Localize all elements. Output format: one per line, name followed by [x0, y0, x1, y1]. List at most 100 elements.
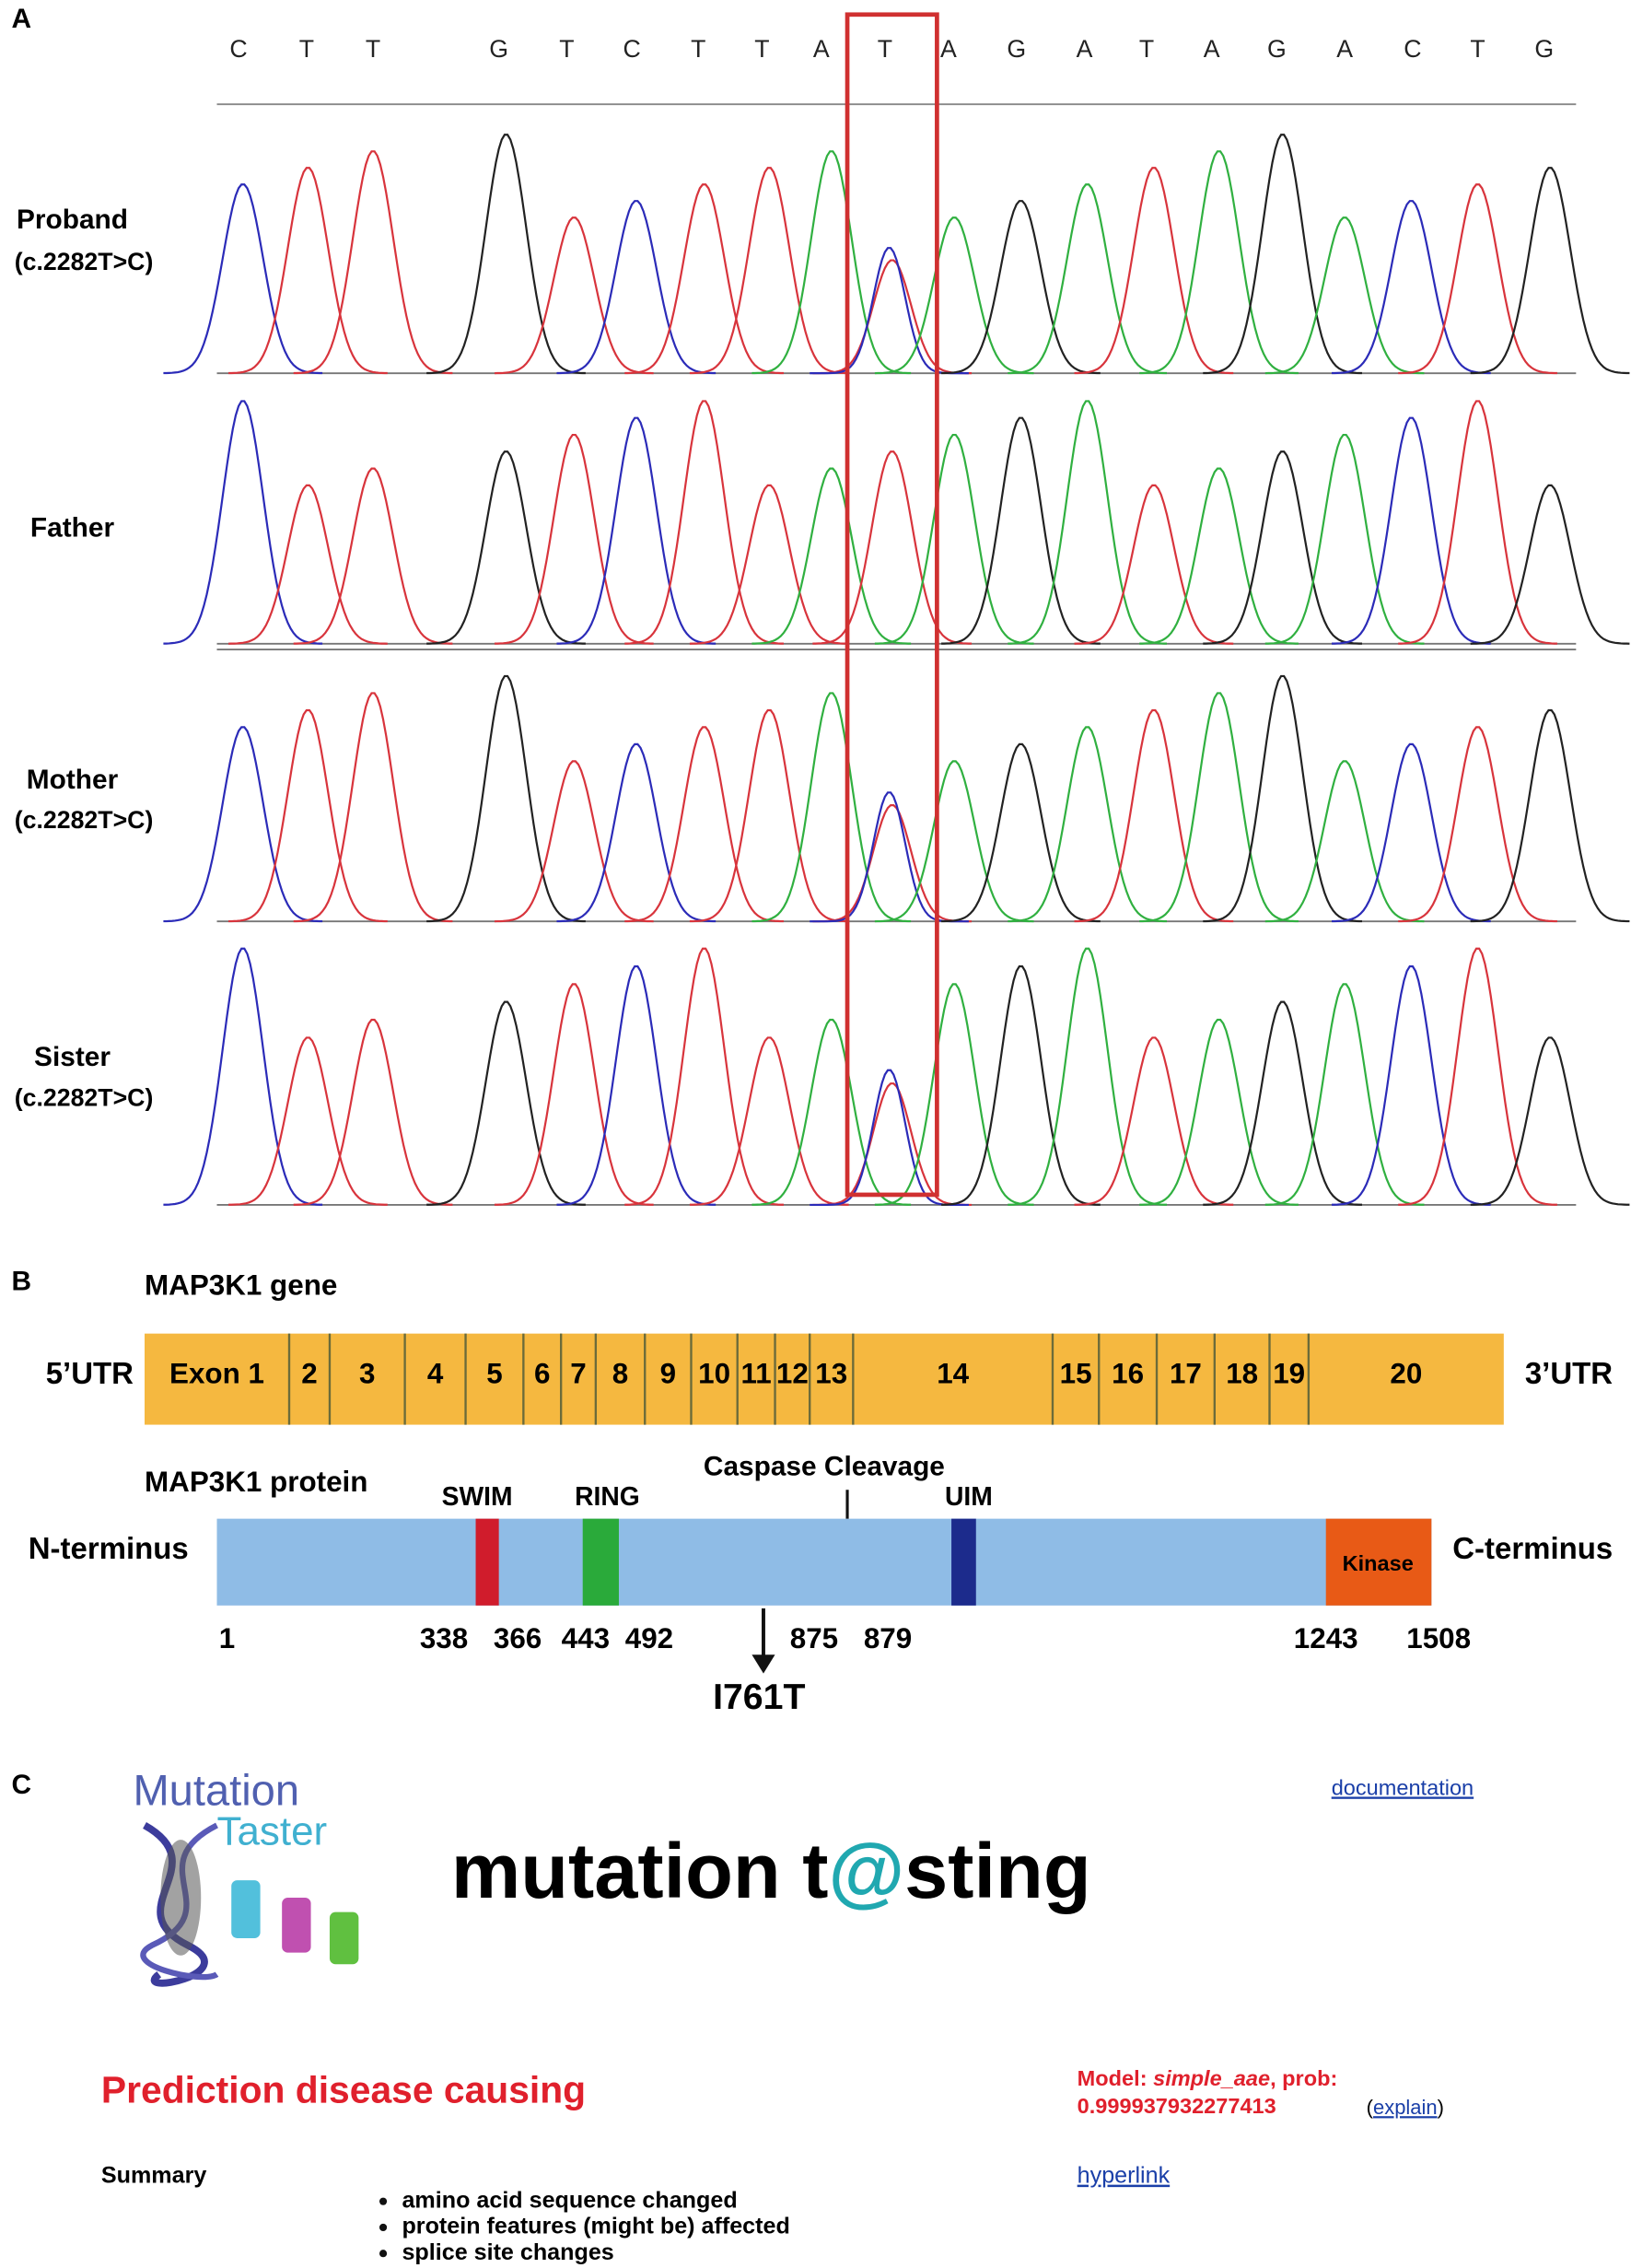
- row-genotype: (c.2282T>C): [15, 248, 154, 275]
- trace-peak: [1203, 674, 1362, 923]
- logo-text: Taster: [217, 1809, 328, 1854]
- terminus-label: C-terminus: [1452, 1531, 1613, 1565]
- trace-peak: [1074, 484, 1234, 645]
- exon-label: 8: [612, 1357, 628, 1389]
- position-label: 366: [494, 1622, 542, 1654]
- trace-peak: [1139, 467, 1299, 645]
- trace-peak: [1264, 760, 1425, 923]
- trace-peak: [494, 433, 654, 645]
- cleavage-label: Caspase Cleavage: [704, 1452, 945, 1482]
- panel-label: A: [12, 4, 32, 34]
- exon-label: 12: [776, 1357, 809, 1389]
- trace-peak: [494, 983, 654, 1206]
- trace-peak: [1332, 964, 1491, 1206]
- paren: (: [1367, 2096, 1374, 2119]
- trace-peak: [1398, 183, 1557, 375]
- trace-peak: [1470, 484, 1630, 645]
- row-genotype: (c.2282T>C): [15, 806, 154, 834]
- exon-label: 2: [301, 1357, 317, 1389]
- trace-peak: [1203, 1000, 1362, 1206]
- trace-peak: [941, 742, 1101, 923]
- exon-label: 10: [698, 1357, 730, 1389]
- domain: [1325, 1518, 1432, 1606]
- trace-peak: [1074, 167, 1234, 375]
- panel-label: B: [12, 1267, 32, 1297]
- title-part: mutation t: [451, 1827, 829, 1914]
- logo-tube: [282, 1897, 311, 1953]
- exon-label: 11: [741, 1357, 772, 1389]
- site-title: mutation t@sting: [451, 1827, 1091, 1914]
- trace-peak: [426, 450, 586, 645]
- exon-label: 7: [570, 1357, 586, 1389]
- base-letter: T: [299, 35, 314, 63]
- trace-peak: [1264, 433, 1425, 645]
- trace-peak: [624, 947, 784, 1206]
- trace-peak: [874, 433, 1034, 645]
- summary-item: protein features (might be) affected: [402, 2214, 789, 2239]
- trace-peak: [1398, 726, 1557, 923]
- trace-peak: [1008, 726, 1168, 923]
- trace-peak: [810, 247, 969, 375]
- domain-label: Kinase: [1343, 1551, 1414, 1575]
- trace-peak: [1074, 1036, 1234, 1206]
- bullet: [379, 2250, 388, 2258]
- title-at: @: [828, 1827, 904, 1914]
- variant-box: [845, 12, 939, 1198]
- exon-group: Exon 1 2 3 4 5 6 7 8 9 10 11 12 13 14 15 16 17 18 19 20: [169, 1333, 1422, 1425]
- base-letter: A: [1077, 35, 1093, 63]
- domain: [951, 1518, 976, 1606]
- base-letter: A: [813, 35, 830, 63]
- trace-peak: [1008, 947, 1168, 1206]
- base-letter: T: [691, 35, 705, 63]
- trace-peak: [556, 964, 716, 1206]
- trace-peak: [163, 183, 323, 375]
- domain: [475, 1518, 499, 1606]
- trace-peak: [689, 708, 849, 923]
- base-letter: T: [754, 35, 769, 63]
- trace-peak: [812, 1082, 973, 1207]
- position-group: 1 338 366 443 492 875 879 1243 1508: [219, 1622, 1471, 1654]
- trace-peak: [163, 726, 323, 923]
- trace-peak: [556, 200, 716, 375]
- trace-peak: [810, 791, 969, 923]
- protein-bar: [216, 1518, 1432, 1606]
- bullet: [379, 2197, 388, 2205]
- documentation-link[interactable]: documentation: [1332, 1775, 1474, 1799]
- trace-peak: [426, 134, 586, 375]
- base-letter: T: [1139, 35, 1154, 63]
- utr-label: 5’UTR: [46, 1356, 134, 1390]
- exon-label: 4: [427, 1357, 444, 1389]
- trace-peak: [293, 1018, 453, 1206]
- trace-peak: [228, 167, 388, 375]
- row-genotype: (c.2282T>C): [15, 1083, 154, 1111]
- position-label: 1: [219, 1622, 235, 1654]
- logo-tube: [231, 1880, 261, 1938]
- explain-link[interactable]: explain: [1373, 2096, 1438, 2119]
- trace-peak: [556, 742, 716, 923]
- base-letter: A: [940, 35, 957, 63]
- gene-bar: [145, 1333, 1504, 1425]
- position-label: 879: [864, 1622, 912, 1654]
- utr-label: 3’UTR: [1525, 1356, 1613, 1390]
- exon-label: 6: [534, 1357, 550, 1389]
- trace-peak: [163, 400, 323, 645]
- trace-peak: [1264, 983, 1425, 1206]
- gene-title: MAP3K1 gene: [145, 1269, 337, 1302]
- trace-peak: [293, 150, 453, 375]
- row-label: Mother: [27, 765, 119, 795]
- position-label: 338: [420, 1622, 468, 1654]
- trace-peak: [689, 1036, 849, 1206]
- base-letter: G: [489, 35, 508, 63]
- position-label: 875: [790, 1622, 838, 1654]
- exon-label: 15: [1060, 1357, 1092, 1389]
- trace-peak: [624, 400, 784, 645]
- base-letter: C: [1404, 35, 1421, 63]
- base-letter: C: [623, 35, 640, 63]
- trace-peak: [1470, 1036, 1630, 1206]
- model-label: Model:: [1078, 2066, 1148, 2090]
- logo: Mutation Taster: [133, 1765, 359, 1987]
- hyperlink[interactable]: hyperlink: [1078, 2163, 1171, 2189]
- base-letter: T: [1470, 35, 1485, 63]
- base-letter: A: [1204, 35, 1220, 63]
